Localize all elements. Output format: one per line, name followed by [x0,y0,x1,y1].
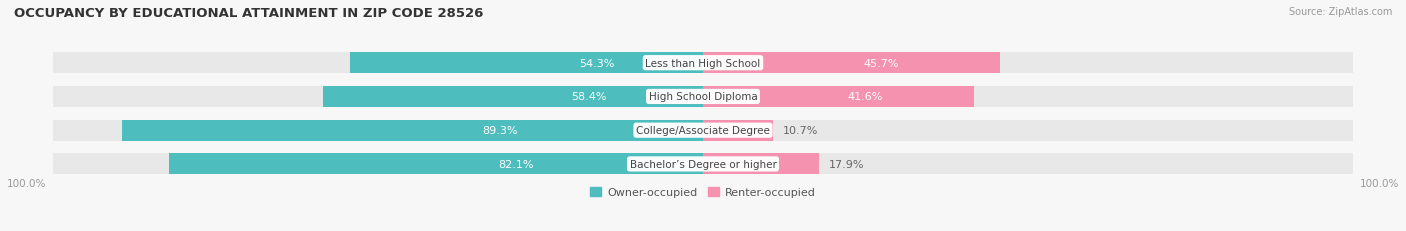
Bar [703,87,973,107]
Bar [169,154,703,175]
Text: 45.7%: 45.7% [863,58,898,68]
Bar [703,154,1354,175]
Bar [52,53,703,74]
Bar [703,154,820,175]
Text: 89.3%: 89.3% [482,126,517,136]
Bar [703,120,1354,141]
Text: 10.7%: 10.7% [782,126,818,136]
Bar [703,53,1000,74]
Text: 41.6%: 41.6% [848,92,883,102]
Text: Source: ZipAtlas.com: Source: ZipAtlas.com [1288,7,1392,17]
Text: College/Associate Degree: College/Associate Degree [636,126,770,136]
Text: High School Diploma: High School Diploma [648,92,758,102]
Bar [52,154,703,175]
Bar [52,87,703,107]
Bar [350,53,703,74]
Text: Bachelor’s Degree or higher: Bachelor’s Degree or higher [630,159,776,169]
Bar [323,87,703,107]
Bar [703,53,1354,74]
Bar [122,120,703,141]
Text: 17.9%: 17.9% [830,159,865,169]
Bar [52,120,703,141]
Text: 100.0%: 100.0% [1360,179,1399,188]
Text: 82.1%: 82.1% [498,159,534,169]
Bar [703,120,772,141]
Text: 100.0%: 100.0% [7,179,46,188]
Text: OCCUPANCY BY EDUCATIONAL ATTAINMENT IN ZIP CODE 28526: OCCUPANCY BY EDUCATIONAL ATTAINMENT IN Z… [14,7,484,20]
Text: 54.3%: 54.3% [579,58,614,68]
Text: Less than High School: Less than High School [645,58,761,68]
Legend: Owner-occupied, Renter-occupied: Owner-occupied, Renter-occupied [586,182,820,202]
Bar [703,87,1354,107]
Text: 58.4%: 58.4% [571,92,607,102]
